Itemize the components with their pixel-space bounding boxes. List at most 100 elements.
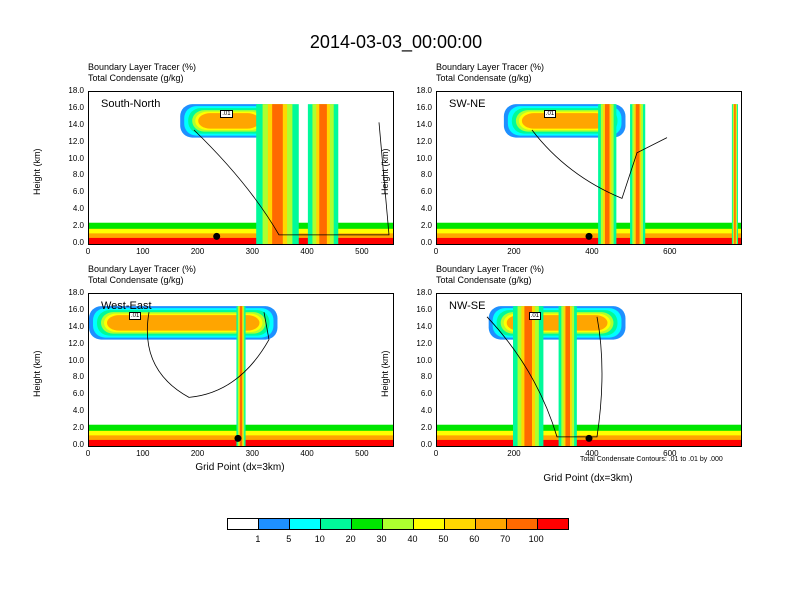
y-tick-label: 14.0 [68, 321, 84, 331]
y-axis-label: Height (km) [380, 350, 390, 397]
panel-label: West-East [101, 300, 152, 312]
y-tick-label: 10.0 [416, 355, 432, 365]
panel-header-tracer: Boundary Layer Tracer (%) [88, 62, 197, 72]
y-tick-label: 14.0 [416, 119, 432, 129]
legend-label: 70 [500, 534, 511, 544]
boundary-layer-band [437, 439, 741, 446]
x-tick-label: 100 [136, 247, 150, 256]
y-axis-label: Height (km) [32, 148, 42, 195]
y-tick-label: 8.0 [420, 372, 432, 382]
legend-label: 5 [286, 534, 292, 544]
location-marker [585, 232, 593, 240]
panel-header-condensate: Total Condensate (g/kg) [436, 73, 532, 83]
boundary-layer-band [89, 237, 393, 244]
legend-swatch [507, 519, 538, 529]
x-tick-label: 400 [300, 247, 314, 256]
y-tick-label: 8.0 [72, 170, 84, 180]
contour-label: .01 [528, 312, 542, 321]
y-axis-label: Height (km) [32, 350, 42, 397]
anvil-cloud-band [198, 113, 260, 129]
condensate-contour [531, 129, 668, 199]
contour-info: Total Condensate Contours: .01 to .01 by… [580, 456, 723, 463]
panel-label: SW-NE [449, 98, 486, 110]
y-tick-label: 6.0 [420, 389, 432, 399]
field-canvas [89, 104, 393, 244]
y-tick-label: 6.0 [420, 187, 432, 197]
panel-header-condensate: Total Condensate (g/kg) [436, 275, 532, 285]
convective-column [565, 306, 570, 446]
x-tick-label: 500 [355, 247, 369, 256]
field-canvas [437, 104, 741, 244]
y-tick-label: 14.0 [68, 119, 84, 129]
x-tick-label: 100 [136, 449, 150, 458]
plot-nw-se: .01 NW-SE [436, 293, 742, 447]
plot-south-north: .01 South-North [88, 91, 394, 245]
legend-label: 1 [255, 534, 261, 544]
panel-header-tracer: Boundary Layer Tracer (%) [436, 62, 545, 72]
x-tick-label: 0 [85, 247, 91, 256]
y-tick-label: 8.0 [72, 372, 84, 382]
plot-sw-ne: .01 SW-NE [436, 91, 742, 245]
x-tick-label: 0 [85, 449, 91, 458]
x-tick-label: 500 [355, 449, 369, 458]
y-tick-label: 4.0 [420, 204, 432, 214]
anvil-cloud-band [521, 113, 608, 129]
y-tick-label: 10.0 [68, 355, 84, 365]
condensate-contour [146, 312, 270, 398]
y-tick-label: 12.0 [416, 136, 432, 146]
legend-swatch [414, 519, 445, 529]
y-tick-label: 0.0 [72, 238, 84, 247]
convective-column [734, 104, 736, 244]
color-legend [227, 518, 569, 530]
field-canvas [89, 306, 393, 446]
y-tick-label: 12.0 [416, 338, 432, 348]
y-tick-label: 12.0 [68, 136, 84, 146]
y-axis-label: Height (km) [380, 148, 390, 195]
panel-label: South-North [101, 98, 161, 110]
y-tick-label: 4.0 [72, 204, 84, 214]
panel-header-condensate: Total Condensate (g/kg) [88, 73, 184, 83]
y-tick-label: 2.0 [72, 221, 84, 231]
legend-label: 20 [345, 534, 356, 544]
legend-swatch [383, 519, 414, 529]
x-tick-label: 400 [585, 247, 599, 256]
x-tick-label: 400 [585, 449, 599, 458]
x-tick-label: 400 [300, 449, 314, 458]
legend-label: 30 [376, 534, 387, 544]
x-tick-label: 0 [433, 449, 439, 458]
x-tick-label: 200 [507, 449, 521, 458]
y-tick-label: 18.0 [416, 288, 432, 297]
y-tick-label: 8.0 [420, 170, 432, 180]
panel-label: NW-SE [449, 300, 486, 312]
y-tick-label: 6.0 [72, 389, 84, 399]
y-tick-label: 18.0 [416, 86, 432, 95]
panel-header-condensate: Total Condensate (g/kg) [88, 275, 184, 285]
panel-header-tracer: Boundary Layer Tracer (%) [436, 264, 545, 274]
field-canvas [437, 306, 741, 446]
location-marker [213, 232, 221, 240]
y-tick-label: 18.0 [68, 288, 84, 297]
y-tick-label: 16.0 [68, 102, 84, 112]
convective-column [239, 306, 243, 446]
y-tick-label: 2.0 [420, 221, 432, 231]
y-tick-label: 16.0 [416, 102, 432, 112]
y-tick-label: 4.0 [72, 406, 84, 416]
y-tick-label: 2.0 [72, 423, 84, 433]
anvil-cloud-band [107, 315, 260, 331]
location-marker [234, 434, 242, 442]
convective-column [524, 306, 532, 446]
x-tick-label: 300 [245, 449, 259, 458]
panel-header-tracer: Boundary Layer Tracer (%) [88, 264, 197, 274]
legend-swatch [321, 519, 352, 529]
y-tick-label: 12.0 [68, 338, 84, 348]
x-tick-label: 0 [433, 247, 439, 256]
y-tick-label: 16.0 [68, 304, 84, 314]
convective-column [635, 104, 640, 244]
x-tick-label: 300 [245, 247, 259, 256]
y-tick-label: 2.0 [420, 423, 432, 433]
y-tick-label: 10.0 [68, 153, 84, 163]
legend-label: 60 [469, 534, 480, 544]
convective-column [272, 104, 283, 244]
x-axis-label: Grid Point (dx=3km) [195, 462, 285, 473]
x-tick-label: 200 [190, 247, 205, 256]
